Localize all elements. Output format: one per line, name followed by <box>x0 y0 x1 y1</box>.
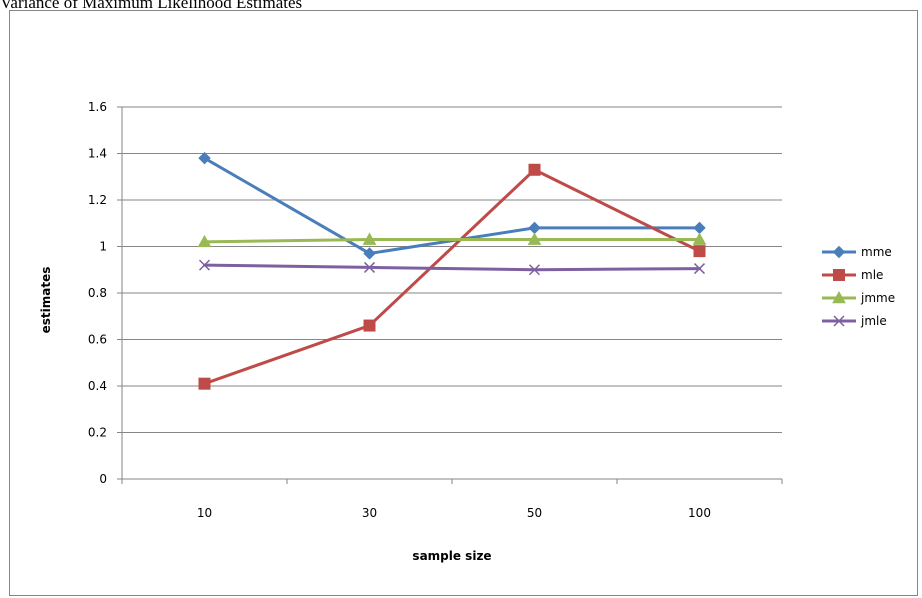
data-point <box>528 264 541 276</box>
legend-item-jmme: jmme <box>822 290 895 305</box>
data-point <box>527 232 542 245</box>
y-tick-label: 0 <box>99 472 107 486</box>
legend-marker <box>833 315 845 327</box>
legend-label: jmme <box>860 291 895 305</box>
data-point <box>197 234 212 248</box>
data-point <box>198 259 211 271</box>
y-tick-label: 1.2 <box>88 193 107 207</box>
data-point <box>363 247 376 260</box>
data-point <box>363 261 376 273</box>
series-lines <box>197 151 707 390</box>
legend-item-mle: mle <box>822 268 883 282</box>
data-point <box>693 263 706 275</box>
series-mme <box>198 151 706 260</box>
page-title: Variance of Maximum Likelihood Estimates <box>0 0 303 12</box>
legend-label: mme <box>861 245 892 259</box>
marker-stroke <box>363 261 376 273</box>
x-tick-label: 100 <box>688 506 711 520</box>
y-tick-labels: 0 0.2 0.4 0.6 0.8 1 1.2 1.4 1.6 <box>88 100 107 486</box>
x-tick-label: 10 <box>197 506 212 520</box>
y-tick-label: 1.6 <box>88 100 107 114</box>
data-point <box>693 245 706 258</box>
series-jmme <box>197 232 707 248</box>
legend-item-mme: mme <box>822 245 892 259</box>
y-tick-label: 0.8 <box>88 286 107 300</box>
y-tick-label: 1.4 <box>88 147 107 161</box>
series-line <box>203 263 701 272</box>
data-point <box>362 232 377 245</box>
series-mle <box>198 163 706 390</box>
x-tick-labels: 10 30 50 100 <box>197 506 711 520</box>
x-tick-label: 30 <box>362 506 377 520</box>
data-point <box>528 221 541 235</box>
marker-stroke <box>528 264 541 276</box>
data-point <box>198 377 211 390</box>
x-tick-label: 50 <box>527 506 542 520</box>
legend-marker <box>833 269 845 281</box>
series-jmle <box>198 259 706 276</box>
y-axis-title: estimates <box>39 267 53 334</box>
legend: mme mle jmme jmle <box>822 245 895 328</box>
axes <box>117 106 783 484</box>
marker-stroke <box>693 263 706 275</box>
data-point <box>528 163 541 176</box>
marker-stroke <box>833 315 845 327</box>
y-tick-label: 0.6 <box>88 333 107 347</box>
y-tick-label: 0.2 <box>88 426 107 440</box>
legend-item-jmle: jmle <box>822 314 887 328</box>
legend-label: mle <box>861 268 883 282</box>
data-point <box>692 232 707 245</box>
marker-stroke <box>198 259 211 271</box>
series-line <box>203 168 701 386</box>
series-line <box>203 238 701 244</box>
y-tick-label: 1 <box>99 240 107 254</box>
data-point <box>198 151 211 165</box>
chart-frame <box>9 10 918 596</box>
x-axis-title: sample size <box>412 549 491 563</box>
y-tick-label: 0.4 <box>88 379 107 393</box>
data-point <box>693 221 706 235</box>
legend-marker <box>832 290 846 304</box>
legend-marker <box>832 245 846 259</box>
data-point <box>363 319 376 332</box>
legend-label: jmle <box>860 314 887 328</box>
gridlines <box>122 106 782 433</box>
